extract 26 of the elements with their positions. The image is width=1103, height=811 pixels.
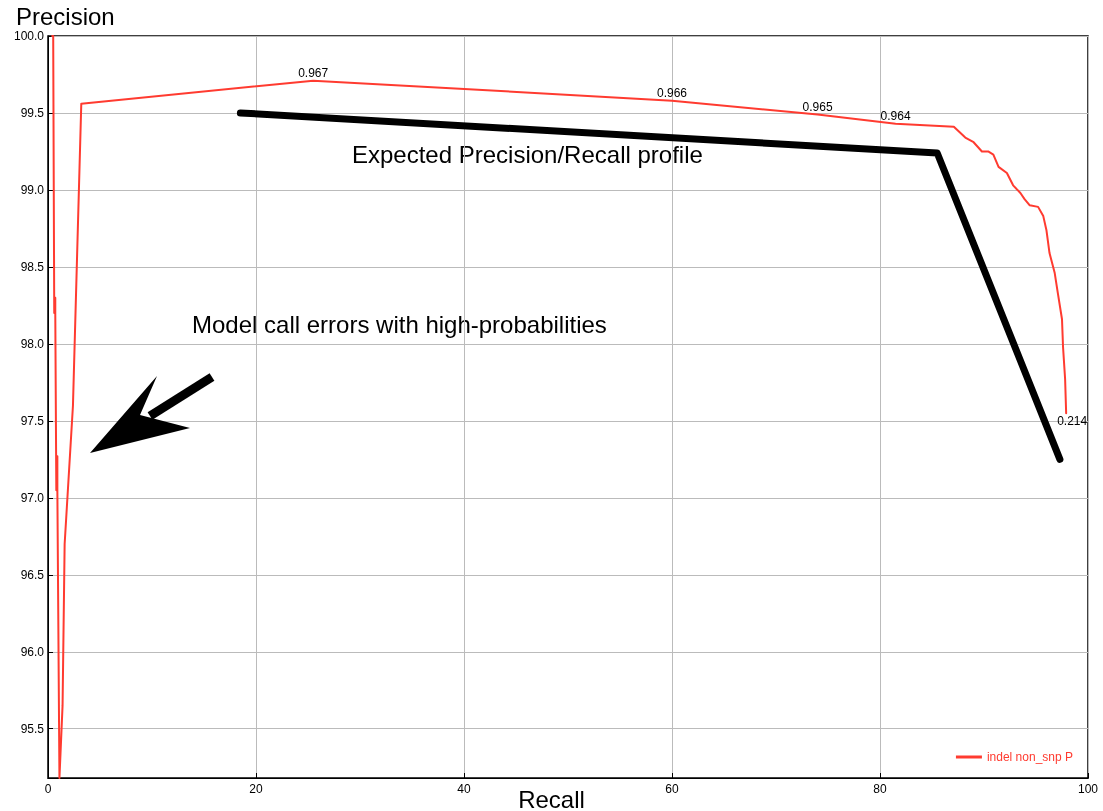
y-tick-label: 96.0 — [20, 644, 45, 659]
x-tick-label: 40 — [457, 782, 471, 796]
x-axis-title: Recall — [518, 785, 585, 811]
annotation: 0.966 — [656, 85, 688, 100]
annotation: 0.214 — [1057, 414, 1088, 429]
x-tick-label: 20 — [249, 782, 263, 796]
x-tick-label: 100 — [1077, 782, 1099, 796]
y-tick-label: 99.0 — [20, 182, 45, 197]
y-tick-label: 98.0 — [20, 336, 45, 351]
x-tick-label: 0 — [44, 782, 52, 796]
annotation: Expected Precision/Recall profile — [352, 140, 703, 168]
y-tick-label: 97.0 — [20, 490, 45, 505]
legend-label: indel non_snp P — [986, 750, 1074, 764]
x-tick-label: 80 — [873, 782, 887, 796]
y-tick-label: 99.5 — [20, 105, 45, 120]
annotation: 0.965 — [802, 99, 833, 114]
y-tick-label: 96.5 — [20, 567, 45, 582]
y-tick-label: 100.0 — [13, 29, 45, 43]
y-tick-label: 97.5 — [20, 413, 45, 428]
annotation: 0.964 — [880, 108, 911, 123]
y-tick-label: 98.5 — [20, 259, 45, 274]
annotation: Model call errors with high-probabilities — [192, 310, 607, 338]
y-tick-label: 95.5 — [20, 721, 45, 736]
x-tick-label: 60 — [665, 782, 679, 796]
annotation: 0.967 — [298, 65, 329, 80]
y-axis-title: Precision — [16, 2, 115, 30]
